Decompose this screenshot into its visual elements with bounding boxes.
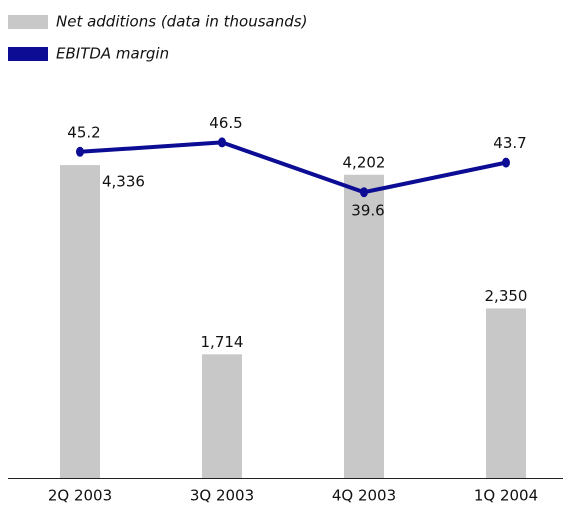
bar-value-label: 4,336 (102, 173, 145, 191)
x-tick-label: 4Q 2003 (332, 487, 396, 505)
x-tick-label: 1Q 2004 (474, 487, 538, 505)
x-tick-label: 3Q 2003 (190, 487, 254, 505)
line-value-label: 46.5 (209, 114, 242, 132)
bar (344, 174, 384, 478)
line-value-label: 39.6 (351, 202, 384, 220)
bar (202, 354, 242, 478)
bar-value-label: 4,202 (343, 153, 386, 171)
legend-text: EBITDA margin (56, 45, 169, 63)
line-point (218, 137, 226, 148)
x-tick-label: 2Q 2003 (48, 487, 112, 505)
bar (486, 308, 526, 478)
line-point (360, 187, 368, 198)
line-value-label: 45.2 (67, 123, 100, 141)
line (79, 140, 507, 195)
bar (60, 165, 100, 478)
line-point (502, 157, 510, 168)
legend-text: Net additions (data in thousands) (56, 13, 307, 31)
legend-swatch (8, 47, 48, 61)
line-value-label: 43.7 (493, 134, 526, 152)
bar-value-label: 2,350 (485, 287, 528, 305)
bar-value-label: 1,714 (201, 333, 244, 351)
line-point (76, 146, 84, 157)
legend-swatch (8, 15, 48, 29)
